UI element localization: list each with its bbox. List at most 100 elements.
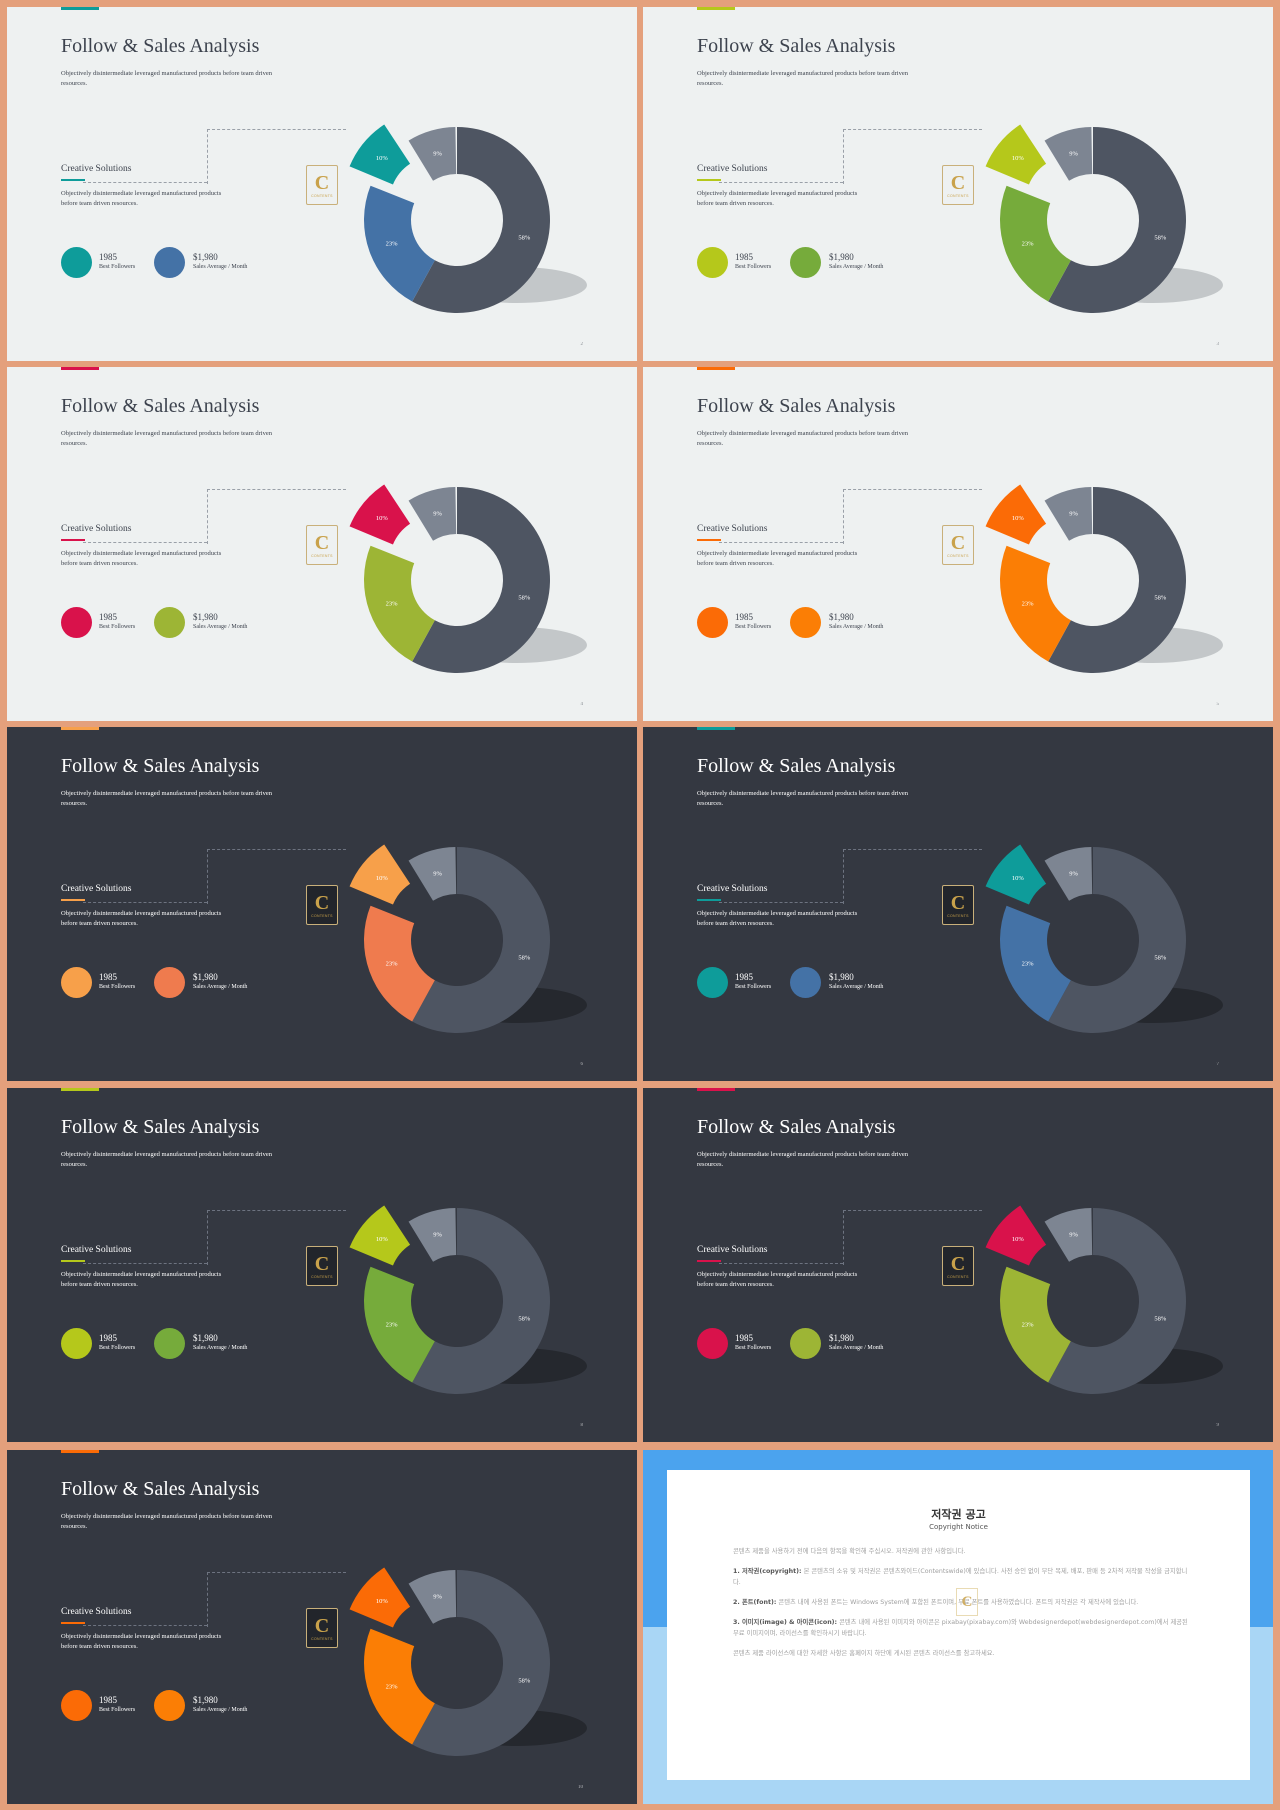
stat1-value: 1985 bbox=[735, 252, 753, 262]
slide-subtitle: Objectively disintermediate leveraged ma… bbox=[697, 1151, 908, 1169]
notice-title: 저작권 공고 bbox=[931, 1508, 986, 1521]
slide-2[interactable]: Follow & Sales Analysis Objectively disi… bbox=[7, 7, 637, 361]
donut-slice-gray bbox=[408, 1570, 457, 1624]
stat1-circle bbox=[61, 247, 92, 278]
slide-title: Follow & Sales Analysis bbox=[697, 1116, 896, 1138]
donut-slice-small bbox=[985, 844, 1047, 905]
donut-slice-gray bbox=[1044, 127, 1093, 181]
section-title: Creative Solutions bbox=[61, 1245, 132, 1255]
donut-slice-big bbox=[412, 127, 550, 313]
slide-subtitle: Objectively disintermediate leveraged ma… bbox=[697, 790, 908, 808]
stat1-circle bbox=[61, 967, 92, 998]
notice-watermark-logo: C bbox=[956, 1588, 978, 1616]
stat1-circle bbox=[697, 247, 728, 278]
section-description: Objectively disintermediate leveraged ma… bbox=[697, 550, 858, 568]
stat2-label: Sales Average / Month bbox=[829, 264, 884, 270]
section-description: Objectively disintermediate leveraged ma… bbox=[697, 1271, 858, 1289]
logo-text: CONTENTS bbox=[947, 553, 969, 558]
connector-line bbox=[843, 849, 982, 904]
stat2-label: Sales Average / Month bbox=[829, 984, 884, 990]
slide-7[interactable]: Follow & Sales Analysis Objectively disi… bbox=[643, 727, 1273, 1081]
slice-label-gray: 9% bbox=[433, 510, 442, 517]
copyright-notice-slide[interactable]: 저작권 공고 Copyright Notice 콘텐츠 제품을 사용하기 전에 … bbox=[643, 1450, 1273, 1804]
donut-slice-mid bbox=[1000, 905, 1071, 1022]
logo-text: CONTENTS bbox=[311, 1636, 333, 1641]
section-title: Creative Solutions bbox=[697, 164, 768, 174]
logo-text: CONTENTS bbox=[311, 193, 333, 198]
slide-4[interactable]: Follow & Sales Analysis Objectively disi… bbox=[7, 367, 637, 721]
connector-line-bottom bbox=[83, 1263, 207, 1264]
notice-item-1-label: 1. 저작권(copyright): bbox=[733, 1568, 802, 1576]
logo-text: CONTENTS bbox=[947, 1274, 969, 1279]
donut-hole bbox=[411, 1617, 503, 1709]
donut-slice-mid bbox=[364, 1628, 435, 1745]
section-title: Creative Solutions bbox=[697, 524, 768, 534]
donut-slice-small bbox=[985, 484, 1047, 545]
slide-8[interactable]: Follow & Sales Analysis Objectively disi… bbox=[7, 1088, 637, 1442]
slice-label-mid: 23% bbox=[386, 601, 399, 608]
stat1-circle bbox=[61, 1690, 92, 1721]
slide-accent-bar bbox=[61, 727, 99, 730]
donut-slice-mid bbox=[1000, 185, 1071, 302]
logo-letter: C bbox=[314, 1252, 330, 1275]
slice-label-big: 58% bbox=[518, 1677, 531, 1684]
section-description: Objectively disintermediate leveraged ma… bbox=[697, 190, 858, 208]
slice-label-mid: 23% bbox=[1022, 241, 1035, 248]
donut-hole bbox=[1047, 894, 1139, 986]
donut-slice-mid bbox=[1000, 545, 1071, 662]
logo-text: CONTENTS bbox=[311, 553, 333, 558]
slide-subtitle: Objectively disintermediate leveraged ma… bbox=[61, 790, 272, 808]
donut-slice-gray bbox=[408, 487, 457, 541]
slice-label-small: 10% bbox=[376, 1598, 389, 1605]
slice-label-big: 58% bbox=[518, 594, 531, 601]
slide-subtitle: Objectively disintermediate leveraged ma… bbox=[61, 70, 272, 88]
stat2-value: $1,980 bbox=[193, 972, 218, 982]
logo-letter: C bbox=[950, 891, 966, 914]
notice-body: 콘텐츠 제품을 사용하기 전에 다음의 항목을 확인해 주십시오. 저작권에 관… bbox=[733, 1546, 1188, 1668]
donut-slice-big bbox=[1048, 487, 1186, 673]
slide-6[interactable]: Follow & Sales Analysis Objectively disi… bbox=[7, 727, 637, 1081]
contents-logo: C CONTENTS bbox=[306, 525, 338, 565]
connector-line bbox=[207, 489, 346, 544]
page-number: 9 bbox=[1216, 1423, 1220, 1428]
connector-line-bottom bbox=[83, 902, 207, 903]
slice-label-big: 58% bbox=[518, 234, 531, 241]
section-underline bbox=[697, 1260, 721, 1262]
notice-subtitle: Copyright Notice bbox=[929, 1523, 988, 1531]
connector-line bbox=[843, 1210, 982, 1265]
logo-text: CONTENTS bbox=[311, 1274, 333, 1279]
stat2-value: $1,980 bbox=[193, 612, 218, 622]
stat2-circle bbox=[790, 247, 821, 278]
section-underline bbox=[697, 899, 721, 901]
slide-subtitle: Objectively disintermediate leveraged ma… bbox=[61, 1151, 272, 1169]
donut-slice-mid bbox=[364, 1266, 435, 1383]
donut-chart: 58% 23% 10% 9% bbox=[985, 1205, 1223, 1394]
section-description: Objectively disintermediate leveraged ma… bbox=[61, 190, 222, 208]
slide-10[interactable]: Follow & Sales Analysis Objectively disi… bbox=[7, 1450, 637, 1804]
donut-slice-gray bbox=[408, 847, 457, 901]
stat1-value: 1985 bbox=[735, 612, 753, 622]
stat2-label: Sales Average / Month bbox=[829, 1345, 884, 1351]
slice-label-small: 10% bbox=[1012, 155, 1025, 162]
slide-title: Follow & Sales Analysis bbox=[61, 1116, 260, 1138]
donut-hole bbox=[411, 534, 503, 626]
slice-label-small: 10% bbox=[376, 515, 389, 522]
contents-logo: C CONTENTS bbox=[306, 1608, 338, 1648]
logo-letter: C bbox=[950, 171, 966, 194]
slide-title: Follow & Sales Analysis bbox=[697, 755, 896, 777]
slide-3[interactable]: Follow & Sales Analysis Objectively disi… bbox=[643, 7, 1273, 361]
slide-5[interactable]: Follow & Sales Analysis Objectively disi… bbox=[643, 367, 1273, 721]
donut-hole bbox=[1047, 1255, 1139, 1347]
donut-slice-big bbox=[412, 847, 550, 1033]
slice-label-big: 58% bbox=[518, 954, 531, 961]
logo-text: CONTENTS bbox=[947, 913, 969, 918]
contents-logo: C CONTENTS bbox=[942, 165, 974, 205]
connector-line-bottom bbox=[719, 542, 843, 543]
slice-label-big: 58% bbox=[1154, 594, 1167, 601]
connector-line bbox=[843, 489, 982, 544]
section-title: Creative Solutions bbox=[697, 884, 768, 894]
slide-9[interactable]: Follow & Sales Analysis Objectively disi… bbox=[643, 1088, 1273, 1442]
stat1-value: 1985 bbox=[99, 1333, 117, 1343]
donut-chart: 58% 23% 10% 9% bbox=[349, 124, 587, 313]
stat1-label: Best Followers bbox=[99, 1345, 136, 1351]
